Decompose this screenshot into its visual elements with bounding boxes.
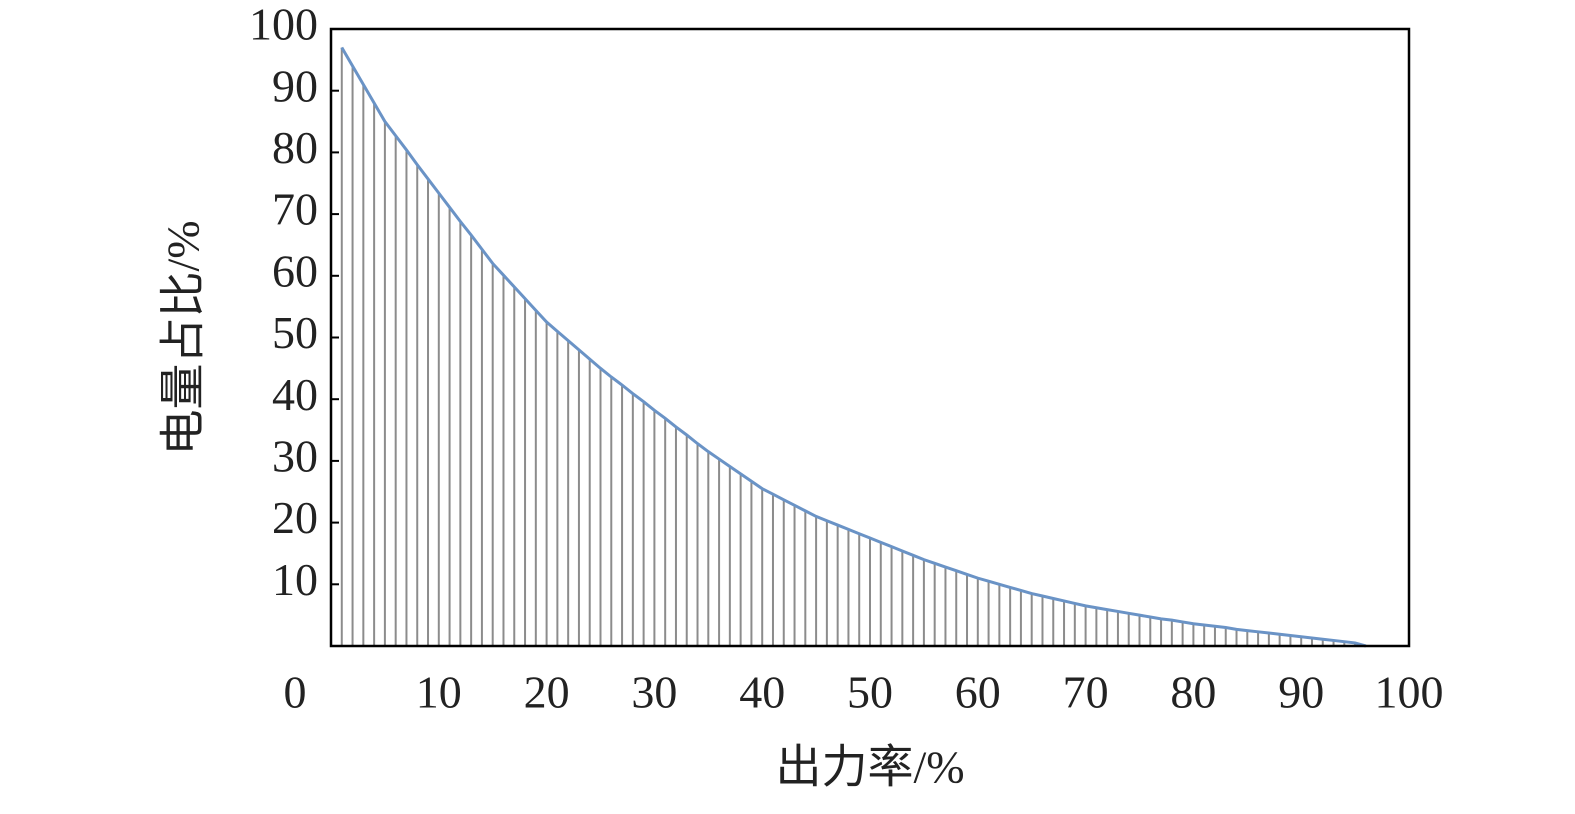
x-tick-label: 100 xyxy=(1375,667,1444,718)
y-axis-label: 电量占比/% xyxy=(158,220,209,455)
x-tick-label: 50 xyxy=(847,667,893,718)
x-tick-label: 70 xyxy=(1063,667,1109,718)
y-tick-label: 60 xyxy=(272,245,318,296)
x-tick-label: 90 xyxy=(1278,667,1324,718)
y-tick-label: 10 xyxy=(272,554,318,605)
y-tick-label: 90 xyxy=(272,60,318,111)
plot-frame xyxy=(329,27,1411,648)
x-axis-label: 出力率/% xyxy=(775,742,964,793)
y-tick-label: 40 xyxy=(272,369,318,420)
y-tick-label: 70 xyxy=(272,184,318,235)
x-tick-label: 20 xyxy=(524,667,570,718)
x-tick-label: 60 xyxy=(955,667,1001,718)
y-tick-label: 20 xyxy=(272,492,318,543)
x-tick-label: 40 xyxy=(739,667,785,718)
y-tick-label: 100 xyxy=(249,0,318,50)
data-line xyxy=(340,46,1367,648)
origin-label: 0 xyxy=(284,667,307,718)
x-tick-label: 80 xyxy=(1170,667,1216,718)
x-tick-label: 10 xyxy=(416,667,462,718)
y-tick-label: 50 xyxy=(272,307,318,358)
x-tick-label: 30 xyxy=(631,667,677,718)
y-tick-label: 80 xyxy=(272,122,318,173)
y-tick-label: 30 xyxy=(272,430,318,481)
